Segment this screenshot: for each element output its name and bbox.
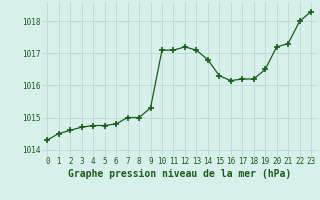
X-axis label: Graphe pression niveau de la mer (hPa): Graphe pression niveau de la mer (hPa) <box>68 169 291 179</box>
